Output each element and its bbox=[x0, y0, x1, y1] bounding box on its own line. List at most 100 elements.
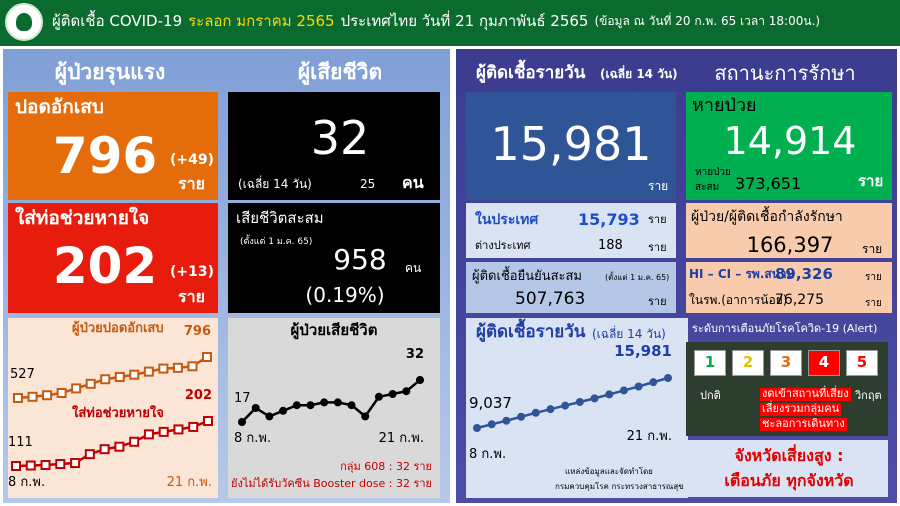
section-note: (เฉลี่ย 14 วัน) bbox=[600, 67, 678, 81]
data-point bbox=[487, 420, 496, 429]
chart-note: ยังไม่ได้รับวัคซีน Booster dose : 32 ราย bbox=[231, 477, 432, 490]
data-label: 9,037 bbox=[469, 394, 512, 412]
x-tick-label: 21 ก.พ. bbox=[379, 431, 424, 446]
cases-cumulative-box bbox=[466, 262, 676, 313]
x-tick-label: 21 ก.พ. bbox=[627, 429, 672, 444]
data-point bbox=[114, 371, 125, 382]
alert-level: 4 bbox=[818, 353, 830, 371]
alert-title: ระดับการเตือนภัยโรคโควิด-19 (Alert) bbox=[692, 322, 878, 335]
data-point bbox=[114, 441, 125, 452]
alert-level-box bbox=[846, 350, 878, 376]
data-point bbox=[361, 412, 370, 421]
section-heading: ผู้เสียชีวิต bbox=[297, 60, 383, 84]
data-label: 202 bbox=[185, 388, 212, 403]
stat-label: หายป่วย bbox=[692, 95, 757, 116]
data-point bbox=[27, 391, 38, 402]
alert-level-box bbox=[694, 350, 726, 376]
data-point bbox=[619, 386, 628, 395]
source-text: แหล่งข้อมูลและจัดทำโดย bbox=[565, 467, 653, 476]
x-tick-label: 21 ก.พ. bbox=[167, 475, 212, 490]
stat-value: 188 bbox=[598, 238, 623, 253]
section-heading: ผู้ป่วยรุนแรง bbox=[54, 60, 166, 84]
data-point bbox=[649, 378, 658, 387]
stat-value: 76,275 bbox=[775, 292, 824, 308]
data-point bbox=[531, 408, 540, 417]
series-label: ใส่ท่อช่วยหายใจ bbox=[72, 406, 164, 421]
recovered-box bbox=[686, 92, 892, 200]
data-point bbox=[143, 429, 154, 440]
stat-value: 32 bbox=[310, 111, 370, 165]
stat-change: (+13) bbox=[170, 264, 215, 280]
ventilator-box bbox=[8, 203, 218, 313]
stat-label: ในรพ.(อาการน้อย) bbox=[689, 293, 788, 307]
data-point bbox=[265, 412, 274, 421]
section-heading: ผู้ติดเชื้อรายวัน bbox=[476, 63, 586, 83]
data-point bbox=[129, 436, 140, 447]
data-point bbox=[85, 378, 96, 389]
stat-unit: ราย bbox=[648, 213, 667, 226]
chart-subtitle: (เฉลี่ย 14 วัน) bbox=[592, 327, 666, 341]
data-label: 796 bbox=[184, 324, 211, 339]
stat-unit: ราย bbox=[865, 272, 882, 283]
stat-label: HI – CI – รพ.สนาม bbox=[689, 267, 795, 281]
stat-rate: (0.19%) bbox=[305, 283, 385, 307]
series-label: ผู้ป่วยปอดอักเสบ bbox=[72, 321, 164, 336]
data-point bbox=[158, 363, 169, 374]
cases-box bbox=[466, 92, 676, 200]
stat-label: เสียชีวิตสะสม bbox=[236, 209, 324, 227]
alert-level-box bbox=[770, 350, 802, 376]
stat-label: ต่างประเทศ bbox=[475, 239, 531, 252]
data-point bbox=[320, 398, 329, 407]
data-point bbox=[416, 376, 424, 384]
chart-note: กลุ่ม 608 : 32 ราย bbox=[340, 460, 432, 473]
stat-label: ผู้ติดเชื้อยืนยันสะสม bbox=[472, 269, 583, 284]
data-label: 527 bbox=[10, 367, 35, 382]
data-point bbox=[173, 424, 184, 435]
stat-change: (+49) bbox=[170, 152, 215, 168]
stat-label: ในประเทศ bbox=[475, 212, 539, 228]
alert-level: 3 bbox=[780, 353, 792, 371]
alert-label: วิกฤต bbox=[855, 389, 882, 402]
data-point bbox=[42, 390, 53, 401]
cases-chart-box bbox=[466, 318, 688, 498]
stat-unit: ราย bbox=[178, 287, 205, 306]
logo bbox=[5, 3, 43, 41]
data-point bbox=[11, 461, 21, 471]
data-point bbox=[25, 460, 36, 471]
data-point bbox=[188, 421, 199, 432]
data-point bbox=[575, 397, 584, 406]
stat-unit: ราย bbox=[178, 174, 205, 193]
stat-value: 166,397 bbox=[746, 233, 834, 257]
data-point bbox=[100, 374, 111, 385]
data-point bbox=[388, 390, 397, 398]
pneumonia-box bbox=[8, 92, 218, 200]
stat-note: (เฉลี่ย 14 วัน) bbox=[238, 177, 312, 191]
data-point bbox=[99, 444, 110, 455]
stat-note: หายป่วย bbox=[695, 167, 731, 178]
deaths-daily-box bbox=[228, 92, 440, 200]
data-point bbox=[172, 362, 183, 373]
x-tick-label: 8 ก.พ. bbox=[469, 447, 506, 462]
stat-note: (ตั้งแต่ 1 ม.ค. 65) bbox=[240, 237, 313, 247]
alert-level: 2 bbox=[742, 353, 754, 371]
alert-measure: งดเข้าสถานที่เสี่ยง bbox=[760, 387, 851, 401]
logo-emblem bbox=[16, 13, 32, 31]
data-point bbox=[202, 352, 212, 362]
alert-measure: เลี่ยงรวมกลุ่มคน bbox=[760, 402, 842, 416]
data-point bbox=[333, 398, 342, 407]
section-heading: สถานะการรักษา bbox=[714, 61, 856, 85]
data-point bbox=[55, 459, 66, 470]
data-point bbox=[238, 418, 246, 426]
chart-title: ผู้ติดเชื้อรายวัน bbox=[476, 322, 586, 342]
alert-level: 5 bbox=[856, 353, 868, 371]
stat-unit: ราย bbox=[648, 241, 667, 254]
stat-unit: ราย bbox=[865, 298, 882, 309]
data-point bbox=[143, 366, 154, 377]
source-text: กรมควบคุมโรค กระทรวงสาธารณสุข bbox=[555, 482, 684, 491]
stat-unit: คน bbox=[402, 173, 424, 192]
stat-note: 25 bbox=[360, 177, 376, 191]
alert-label: ปกติ bbox=[700, 389, 721, 402]
stat-unit: ราย bbox=[648, 295, 667, 308]
stat-label: ผู้ป่วย/ผู้ติดเชื้อกำลังรักษา bbox=[691, 209, 843, 225]
deaths-chart-box bbox=[228, 318, 440, 498]
